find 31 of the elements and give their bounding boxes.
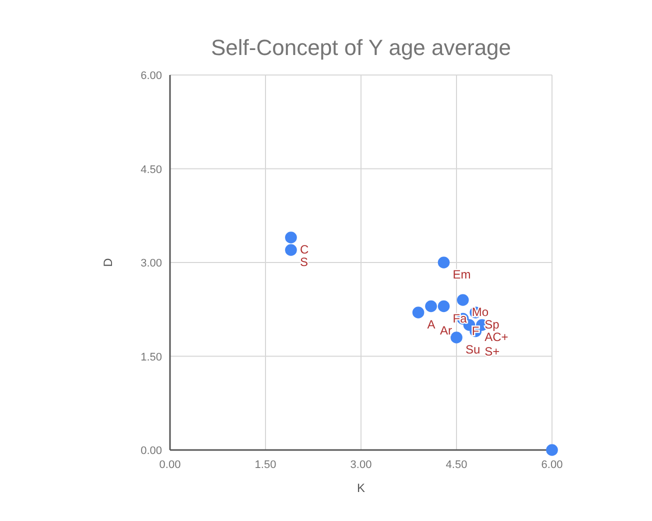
annotation: F xyxy=(472,324,480,338)
point xyxy=(412,306,424,318)
point xyxy=(450,332,462,344)
point xyxy=(285,232,297,244)
annotation: Ar xyxy=(440,323,452,338)
annotation: S+ xyxy=(484,344,500,358)
point xyxy=(438,300,450,312)
y-tick-label: 4.50 xyxy=(140,164,162,176)
annotation: A xyxy=(427,318,436,332)
y-tick-label: 3.00 xyxy=(140,258,162,270)
x-tick-label: 0.00 xyxy=(159,459,181,471)
x-tick-label: 4.50 xyxy=(446,459,468,471)
y-tick-label: 1.50 xyxy=(140,351,162,364)
x-tick-label: 6.00 xyxy=(541,459,563,471)
point xyxy=(438,256,450,268)
annotation: Su xyxy=(466,342,480,356)
annotation: C xyxy=(300,242,309,256)
x-tick-label: 3.00 xyxy=(350,459,372,471)
y-axis-title: D xyxy=(101,258,115,267)
point xyxy=(285,244,297,256)
x-tick-label: 1.50 xyxy=(254,459,276,471)
annotation: AC+ xyxy=(484,330,508,344)
annotation: S xyxy=(300,255,308,269)
point xyxy=(425,300,437,312)
y-tick-label: 6.00 xyxy=(140,70,162,82)
point xyxy=(546,444,558,456)
point xyxy=(456,294,469,306)
chart-title: Self-Concept of Y age average xyxy=(210,35,512,60)
annotation: Em xyxy=(452,268,471,282)
y-tick-label: 0.00 xyxy=(140,445,162,457)
x-axis-title: K xyxy=(356,481,366,495)
